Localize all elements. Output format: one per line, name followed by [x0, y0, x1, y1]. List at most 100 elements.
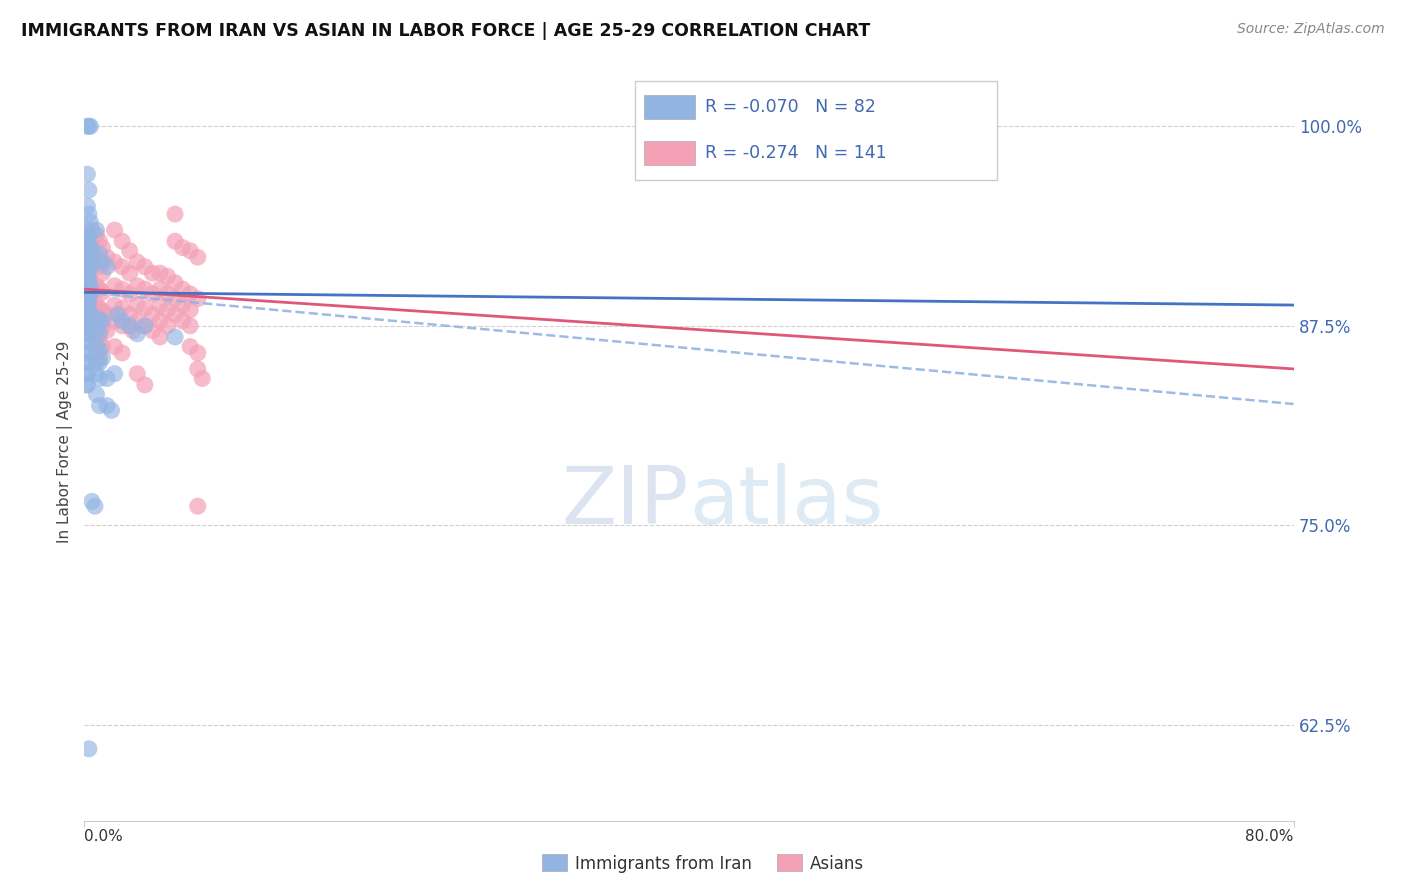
Point [76, 263, 98, 277]
Point [75, 239, 97, 253]
Point [75, 310, 97, 325]
Point [76, 334, 98, 349]
Point [156, 269, 179, 284]
Point [79, 120, 101, 134]
Point [75, 263, 97, 277]
Point [79, 274, 101, 288]
Y-axis label: In Labor Force | Age 25-29: In Labor Force | Age 25-29 [58, 341, 73, 542]
Point [127, 326, 149, 341]
Point [75, 302, 97, 317]
Point [76, 318, 98, 333]
Point [77, 263, 100, 277]
Point [86, 367, 108, 381]
Point [84, 499, 107, 513]
Point [118, 244, 141, 258]
Text: 80.0%: 80.0% [1246, 829, 1294, 844]
Point [76, 294, 98, 309]
Point [156, 286, 179, 301]
Text: IMMIGRANTS FROM IRAN VS ASIAN IN LABOR FORCE | AGE 25-29 CORRELATION CHART: IMMIGRANTS FROM IRAN VS ASIAN IN LABOR F… [21, 22, 870, 40]
Point [80, 244, 103, 258]
Point [77, 271, 100, 285]
Point [75, 355, 97, 369]
Point [75, 266, 97, 280]
Point [89, 314, 111, 328]
Point [91, 314, 114, 328]
Point [75, 255, 97, 269]
Point [111, 282, 134, 296]
Point [91, 340, 114, 354]
Point [77, 250, 100, 264]
Point [149, 330, 172, 344]
Point [77, 279, 100, 293]
Point [75, 290, 97, 304]
Point [172, 314, 194, 328]
Point [104, 340, 127, 354]
Point [89, 260, 111, 274]
Point [118, 318, 141, 333]
Point [134, 260, 156, 274]
Point [111, 260, 134, 274]
Point [89, 333, 111, 347]
Point [75, 271, 97, 285]
Point [76, 302, 98, 317]
Point [77, 284, 100, 298]
Point [76, 367, 98, 381]
Point [77, 294, 100, 309]
Text: 0.0%: 0.0% [84, 829, 124, 844]
Point [89, 326, 111, 341]
Point [127, 367, 149, 381]
Point [86, 298, 108, 312]
Point [75, 324, 97, 338]
Point [77, 271, 100, 285]
Point [89, 247, 111, 261]
Point [165, 308, 187, 322]
Point [86, 355, 108, 369]
Point [76, 199, 98, 213]
Text: R = -0.070   N = 82: R = -0.070 N = 82 [704, 98, 876, 116]
Point [96, 371, 118, 385]
Point [172, 282, 194, 296]
Point [179, 302, 201, 317]
Point [77, 318, 100, 333]
Point [111, 234, 134, 248]
Point [134, 282, 156, 296]
Point [75, 279, 97, 293]
Point [165, 234, 187, 248]
Point [75, 377, 97, 392]
Point [76, 346, 98, 360]
Point [96, 399, 118, 413]
Point [79, 244, 101, 258]
Point [118, 318, 141, 333]
Point [79, 215, 101, 229]
Point [89, 399, 111, 413]
Point [111, 318, 134, 333]
Point [77, 183, 100, 197]
Point [141, 266, 163, 280]
Point [134, 318, 156, 333]
Point [76, 167, 98, 181]
Point [89, 371, 111, 385]
Point [141, 286, 163, 301]
Point [86, 324, 108, 338]
Point [75, 367, 97, 381]
Point [75, 346, 97, 360]
Point [127, 255, 149, 269]
Point [104, 279, 127, 293]
Point [187, 292, 209, 306]
Point [77, 308, 100, 322]
Point [149, 282, 172, 296]
Point [76, 326, 98, 341]
Point [141, 308, 163, 322]
Point [91, 320, 114, 334]
Point [111, 314, 134, 328]
Text: atlas: atlas [689, 463, 883, 541]
Point [179, 318, 201, 333]
Point [76, 317, 98, 331]
Point [165, 207, 187, 221]
Point [79, 286, 101, 301]
Point [165, 292, 187, 306]
Point [127, 314, 149, 328]
Point [121, 324, 143, 338]
Point [75, 250, 97, 264]
Point [86, 227, 108, 242]
